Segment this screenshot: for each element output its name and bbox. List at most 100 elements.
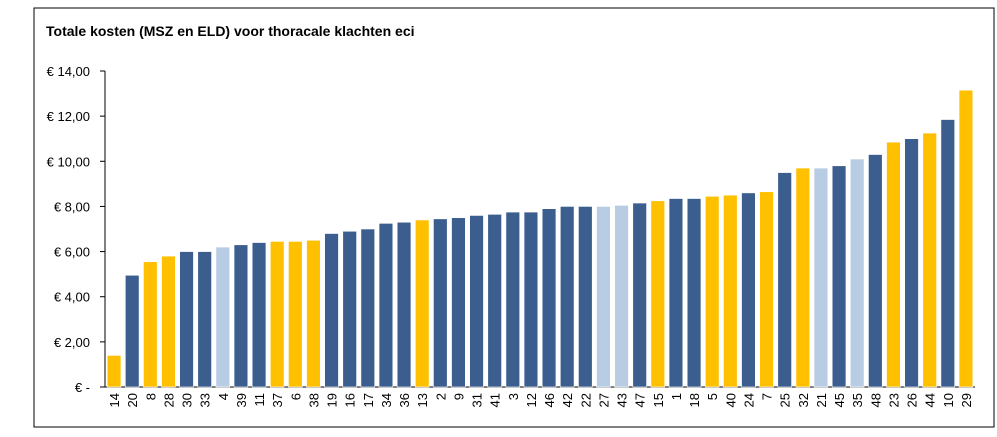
x-tick-label: 42: [560, 393, 575, 407]
bar: [505, 211, 520, 388]
x-tick-label: 5: [705, 393, 720, 400]
x-tick-label: 20: [125, 393, 140, 407]
bar: [596, 206, 611, 388]
x-tick-label: 12: [524, 393, 539, 407]
x-tick-label: 37: [270, 393, 285, 407]
x-tick-label: 24: [741, 393, 756, 407]
x-tick-label: 13: [415, 393, 430, 407]
x-tick-label: 47: [633, 393, 648, 407]
bar: [940, 119, 955, 388]
bar: [849, 158, 865, 388]
bar: [197, 251, 212, 388]
bar: [143, 261, 158, 388]
x-tick-label: 23: [886, 393, 901, 407]
bar: [614, 205, 629, 388]
bar: [686, 198, 702, 388]
bar: [396, 221, 412, 388]
y-tick-label: € 14,00: [47, 64, 90, 79]
bar: [541, 208, 557, 388]
bar: [813, 167, 829, 388]
x-tick-label: 3: [506, 393, 521, 400]
bar: [179, 251, 194, 388]
x-tick-label: 29: [959, 393, 974, 407]
x-tick-label: 32: [796, 393, 811, 407]
x-tick-label: 30: [180, 393, 195, 407]
bar: [759, 191, 774, 388]
x-tick-label: 34: [379, 393, 394, 407]
x-tick-label: 46: [542, 393, 557, 407]
x-tick-label: 26: [905, 393, 920, 407]
bar: [668, 198, 684, 388]
x-tick-label: 4: [216, 393, 231, 400]
x-tick-label: 15: [651, 393, 666, 407]
bar: [342, 230, 357, 388]
x-tick-label: 2: [433, 393, 448, 400]
bar: [559, 206, 575, 388]
x-tick-label: 33: [198, 393, 213, 407]
y-tick-label: € 2,00: [54, 335, 90, 350]
bar: [288, 241, 303, 388]
bar: [433, 218, 448, 388]
bar: [469, 215, 484, 388]
x-tick-label: 22: [578, 393, 593, 407]
y-tick-label: € 12,00: [47, 109, 90, 124]
bar: [306, 239, 321, 388]
bar: [868, 154, 883, 388]
x-tick-label: 17: [361, 393, 376, 407]
x-tick-label: 31: [470, 393, 485, 407]
x-tick-label: 35: [850, 393, 865, 407]
bar: [378, 223, 394, 388]
x-tick-label: 1: [669, 393, 684, 400]
x-tick-label: 16: [343, 393, 358, 407]
bar: [922, 132, 937, 388]
bar: [106, 355, 122, 388]
bar: [324, 233, 339, 388]
x-tick-label: 21: [814, 393, 829, 407]
x-tick-label: 14: [107, 393, 122, 407]
bar: [523, 211, 539, 388]
x-tick-label: 45: [832, 393, 847, 407]
bar: [578, 206, 593, 388]
chart-title: Totale kosten (MSZ en ELD) voor thoracal…: [46, 23, 415, 39]
x-tick-label: 6: [288, 393, 303, 400]
bar: [886, 141, 901, 388]
bar: [704, 195, 720, 388]
x-tick-label: 48: [868, 393, 883, 407]
bar: [487, 214, 502, 388]
bar: [831, 165, 847, 388]
bar: [414, 219, 430, 388]
y-tick-label: € 4,00: [54, 290, 90, 305]
bar: [741, 192, 756, 388]
bar: [723, 194, 738, 388]
x-tick-label: 10: [941, 393, 956, 407]
bar: [233, 244, 249, 388]
y-tick-label: € 6,00: [54, 245, 90, 260]
x-tick-label: 44: [923, 393, 938, 407]
bar: [650, 200, 665, 388]
bar: [795, 167, 810, 388]
x-tick-label: 41: [488, 393, 503, 407]
x-tick-label: 18: [687, 393, 702, 407]
x-tick-label: 9: [451, 393, 466, 400]
x-tick-label: 19: [325, 393, 340, 407]
y-tick-label: € 10,00: [47, 154, 90, 169]
bar: [777, 172, 792, 388]
bar: [161, 255, 176, 388]
bar: [632, 202, 647, 388]
x-tick-label: 38: [306, 393, 321, 407]
x-tick-label: 8: [143, 393, 158, 400]
x-tick-label: 40: [723, 393, 738, 407]
y-tick-label: € -: [75, 380, 90, 395]
x-tick-label: 28: [161, 393, 176, 407]
x-tick-label: 11: [252, 393, 267, 407]
x-tick-label: 7: [760, 393, 775, 400]
bar: [958, 89, 974, 388]
bar: [251, 242, 267, 388]
x-tick-label: 39: [234, 393, 249, 407]
bar: [451, 217, 466, 388]
x-tick-label: 27: [596, 393, 611, 407]
x-tick-label: 43: [615, 393, 630, 407]
x-tick-label: 25: [778, 393, 793, 407]
bar: [360, 228, 375, 388]
